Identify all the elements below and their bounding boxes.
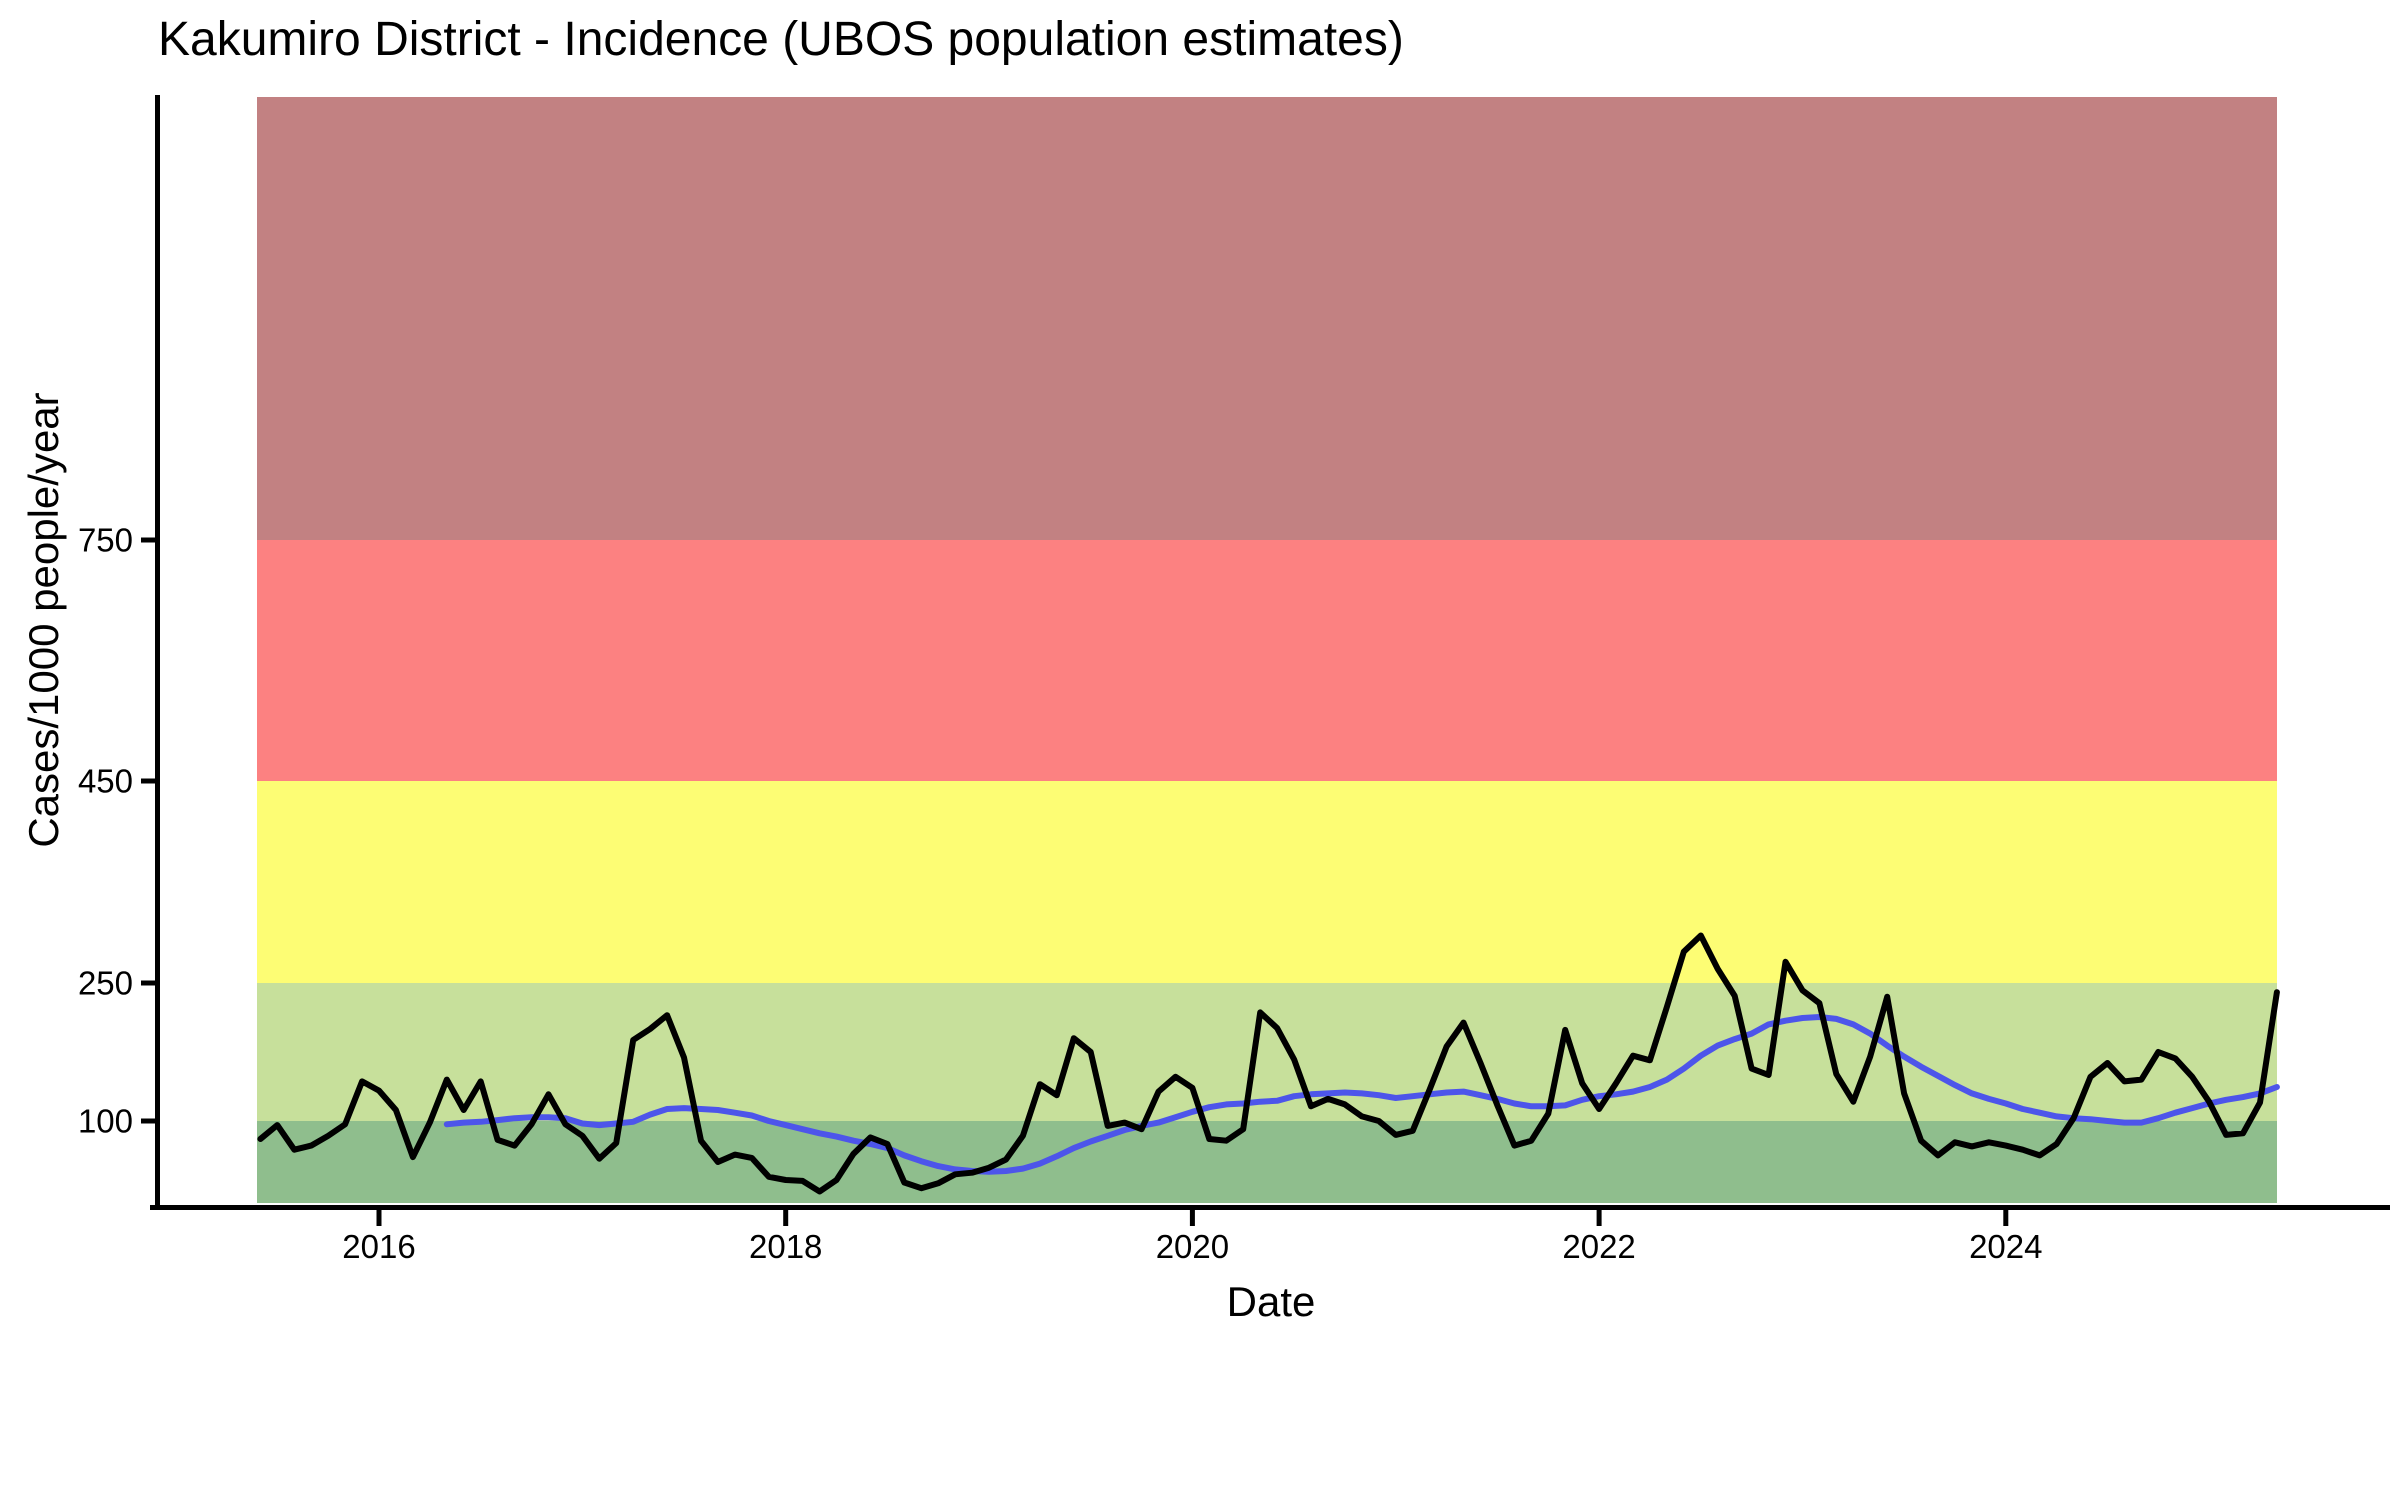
x-tick-label: 2024 — [1969, 1228, 2042, 1265]
chart-title: Kakumiro District - Incidence (UBOS popu… — [158, 13, 1404, 66]
x-axis-title: Date — [1226, 1278, 1316, 1325]
x-tick-label: 2018 — [749, 1228, 822, 1265]
band-very-high — [257, 97, 2277, 540]
smoothed-incidence-line — [443, 1014, 2280, 1175]
band-very-low — [257, 1121, 2277, 1203]
y-tick-label: 100 — [78, 1103, 133, 1140]
legend: Incidence bands Very low Low Medium High… — [0, 1340, 2400, 1500]
band-low — [257, 983, 2277, 1121]
band-medium — [257, 781, 2277, 983]
x-tick-label: 2016 — [342, 1228, 415, 1265]
x-tick-label: 2020 — [1156, 1228, 1229, 1265]
y-tick-label: 250 — [78, 965, 133, 1002]
y-tick-label: 750 — [78, 522, 133, 559]
band-high — [257, 540, 2277, 781]
monthly-incidence-line — [257, 932, 2280, 1195]
y-tick-label: 450 — [78, 763, 133, 800]
x-tick-label: 2022 — [1562, 1228, 1635, 1265]
